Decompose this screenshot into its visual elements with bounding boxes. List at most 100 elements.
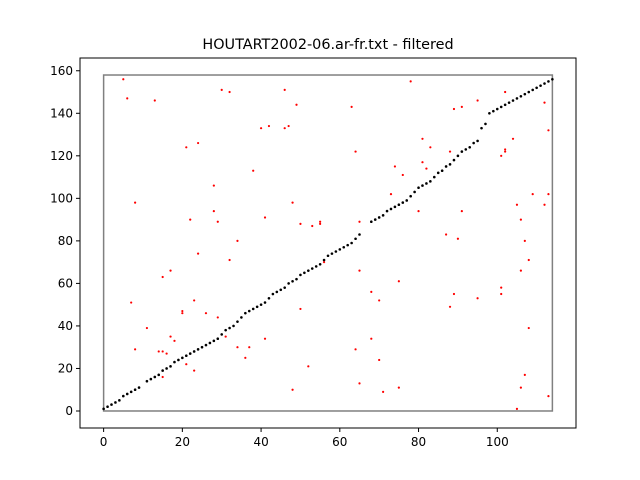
scatter-point [169, 269, 172, 272]
scatter-point [220, 88, 223, 91]
scatter-point [382, 390, 385, 393]
scatter-point [378, 299, 381, 302]
scatter-point [531, 192, 534, 196]
alignment-point [511, 99, 515, 102]
scatter-point [425, 167, 428, 170]
alignment-point [385, 209, 389, 213]
scatter-point [181, 312, 184, 315]
alignment-point [303, 271, 306, 275]
scatter-point [476, 99, 479, 102]
alignment-point [326, 254, 330, 258]
alignment-point [436, 171, 440, 175]
alignment-point [204, 343, 208, 347]
y-tick-label: 100 [50, 191, 73, 205]
alignment-point [468, 146, 472, 149]
scatter-point [378, 358, 381, 362]
alignment-point [460, 150, 464, 153]
scatter-point [267, 124, 271, 128]
alignment-point [283, 286, 286, 289]
alignment-point [259, 303, 263, 306]
scatter-point [185, 363, 188, 366]
alignment-point [318, 262, 322, 266]
scatter-point [527, 326, 530, 330]
alignment-point [118, 399, 121, 402]
alignment-point [499, 105, 503, 109]
scatter-point [173, 339, 176, 342]
y-tick-label: 20 [58, 361, 73, 375]
y-tick-label: 40 [58, 319, 73, 333]
alignment-point [295, 277, 298, 281]
y-tick-label: 60 [58, 276, 73, 290]
scatter-point [358, 269, 361, 272]
scatter-point [547, 395, 550, 398]
scatter-point [122, 78, 125, 81]
scatter-point [527, 258, 530, 262]
y-tick-label: 160 [50, 64, 73, 78]
alignment-point [106, 405, 109, 409]
alignment-point [547, 80, 550, 83]
alignment-point [322, 258, 326, 262]
alignment-point [125, 392, 129, 396]
alignment-point [212, 339, 216, 343]
alignment-point [464, 148, 468, 151]
alignment-point [255, 305, 259, 309]
y-axis: 0 20 40 60 80 100 120 140 160 [50, 64, 80, 418]
x-tick-label: 40 [253, 435, 268, 449]
alignment-point [153, 375, 157, 379]
alignment-point [373, 218, 377, 221]
alignment-point [169, 365, 172, 368]
scatter-point [460, 105, 463, 109]
alignment-point [429, 180, 432, 183]
scatter-point [452, 292, 456, 296]
scatter-point [228, 258, 231, 262]
scatter-point [515, 203, 519, 206]
scatter-point [244, 356, 247, 359]
alignment-point [314, 265, 318, 268]
alignment-point [381, 214, 385, 217]
alignment-point [492, 109, 495, 113]
scatter-point [519, 218, 522, 221]
scatter-point [500, 154, 503, 157]
scatter-point [189, 218, 192, 221]
scatter-point [354, 348, 357, 351]
alignment-point [188, 352, 192, 355]
alignment-point [377, 216, 381, 219]
scatter-point [409, 80, 412, 83]
alignment-point [149, 377, 153, 381]
scatter-point [299, 307, 302, 311]
scatter-point [181, 309, 184, 313]
scatter-point [543, 101, 546, 104]
scatter-point [358, 220, 361, 223]
alignment-point [440, 169, 444, 173]
scatter-point [193, 369, 196, 372]
scatter-point [153, 99, 156, 102]
scatter-point [511, 137, 515, 140]
alignment-point [519, 94, 523, 98]
scatter-point [193, 299, 196, 302]
alignment-point [228, 326, 231, 330]
alignment-point [267, 296, 271, 300]
scatter-point [547, 192, 550, 196]
scatter-point [228, 90, 231, 94]
alignment-point [224, 328, 227, 332]
scatter-point [358, 382, 361, 385]
alignment-point [480, 126, 483, 130]
scatter-point [397, 386, 400, 389]
alignment-point [409, 194, 412, 198]
y-tick-label: 120 [50, 149, 73, 163]
scatter-point [287, 124, 290, 128]
scatter-point [401, 173, 404, 177]
alignment-point [307, 269, 310, 272]
scatter-point [212, 184, 215, 187]
x-tick-label: 80 [411, 435, 426, 449]
scatter-point [196, 141, 200, 145]
scatter-point [448, 305, 452, 308]
scatter-point [543, 203, 546, 206]
scatter-point [252, 169, 255, 172]
alignment-point [236, 320, 239, 323]
alignment-point [452, 158, 456, 162]
scatter-point [299, 222, 302, 225]
alignment-point [200, 345, 204, 349]
scatter-point [448, 150, 452, 153]
